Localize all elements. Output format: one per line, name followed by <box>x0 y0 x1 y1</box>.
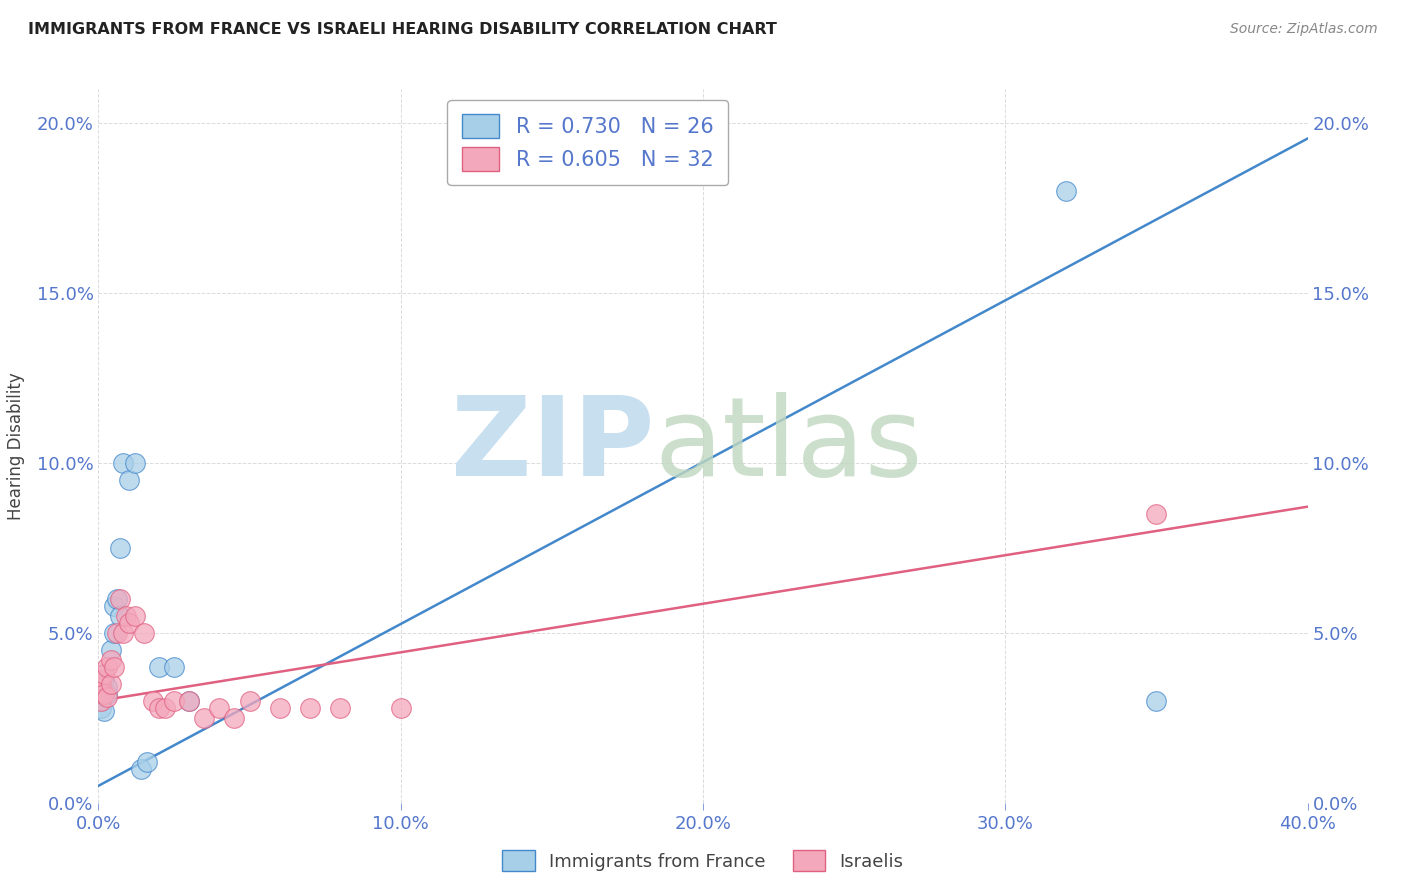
Point <box>148 700 170 714</box>
Point <box>93 666 115 681</box>
Point <box>96 680 118 694</box>
Point <box>114 608 136 623</box>
Point <box>118 473 141 487</box>
Point <box>96 660 118 674</box>
Text: atlas: atlas <box>655 392 924 500</box>
Point <box>111 626 134 640</box>
Point <box>389 700 412 714</box>
Point <box>163 694 186 708</box>
Point <box>132 626 155 640</box>
Point <box>105 591 128 606</box>
Point <box>89 683 111 698</box>
Point <box>90 673 112 688</box>
Point <box>118 615 141 630</box>
Point <box>179 694 201 708</box>
Point <box>93 666 115 681</box>
Point <box>1144 694 1167 708</box>
Point <box>93 673 115 688</box>
Point <box>108 541 131 555</box>
Point <box>91 687 114 701</box>
Point <box>193 711 215 725</box>
Legend: Immigrants from France, Israelis: Immigrants from France, Israelis <box>495 843 911 879</box>
Point <box>103 626 125 640</box>
Point <box>108 591 131 606</box>
Text: Source: ZipAtlas.com: Source: ZipAtlas.com <box>1230 22 1378 37</box>
Point <box>90 694 112 708</box>
Point <box>135 755 157 769</box>
Point <box>208 700 231 714</box>
Point <box>224 711 246 725</box>
Point <box>93 704 115 718</box>
Point <box>111 456 134 470</box>
Point <box>90 680 112 694</box>
Text: ZIP: ZIP <box>451 392 655 500</box>
Point <box>100 653 122 667</box>
Point <box>129 762 152 776</box>
Point <box>90 700 112 714</box>
Point <box>100 643 122 657</box>
Point <box>124 456 146 470</box>
Point <box>153 700 176 714</box>
Point <box>148 660 170 674</box>
Point <box>108 608 131 623</box>
Point <box>163 660 186 674</box>
Point <box>103 599 125 613</box>
Point <box>105 626 128 640</box>
Point <box>142 694 165 708</box>
Point <box>100 677 122 691</box>
Point <box>124 608 146 623</box>
Point <box>89 683 111 698</box>
Point <box>90 677 112 691</box>
Point <box>93 687 115 701</box>
Point <box>269 700 291 714</box>
Point <box>299 700 322 714</box>
Y-axis label: Hearing Disability: Hearing Disability <box>7 372 25 520</box>
Point <box>96 687 118 701</box>
Point <box>90 694 112 708</box>
Point <box>103 660 125 674</box>
Legend: R = 0.730   N = 26, R = 0.605   N = 32: R = 0.730 N = 26, R = 0.605 N = 32 <box>447 100 728 186</box>
Text: IMMIGRANTS FROM FRANCE VS ISRAELI HEARING DISABILITY CORRELATION CHART: IMMIGRANTS FROM FRANCE VS ISRAELI HEARIN… <box>28 22 778 37</box>
Point <box>96 690 118 705</box>
Point <box>239 694 262 708</box>
Point <box>329 700 352 714</box>
Point <box>179 694 201 708</box>
Point <box>1054 184 1077 198</box>
Point <box>1144 507 1167 521</box>
